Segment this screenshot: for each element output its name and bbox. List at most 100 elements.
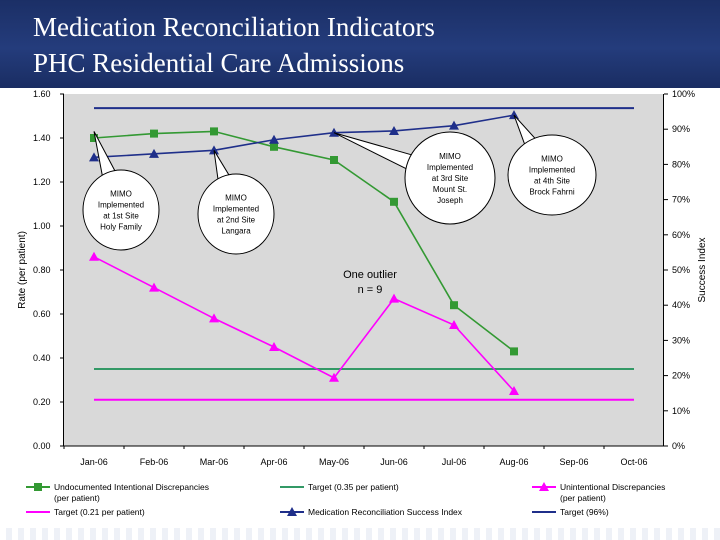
callout-4th-site: MIMO Implemented at 4th Site Brock Fahrni	[507, 114, 597, 216]
callout-bubble	[82, 169, 160, 251]
data-point-series-2	[449, 320, 459, 329]
x-tick-label: Aug-06	[499, 457, 528, 467]
right-tick-label: 60%	[672, 230, 690, 240]
data-point-series-2	[89, 251, 99, 261]
data-point-series-2	[269, 342, 279, 351]
left-tick-label: 1.00	[33, 221, 51, 231]
legend-entry-5: Target (96%)	[532, 507, 609, 517]
x-tick-label: Jun-06	[380, 457, 408, 467]
x-tick-label: Feb-06	[140, 457, 169, 467]
chart-title-line-2: PHC Residential Care Admissions	[33, 48, 405, 78]
callout-text-line: at 3rd Site	[432, 174, 469, 183]
footer-stripe	[0, 528, 720, 540]
x-tick-label: Mar-06	[200, 457, 229, 467]
callout-3rd-site: MIMO Implemented at 3rd Site Mount St. Josep…	[333, 131, 496, 225]
legend-label: Medication Reconciliation Success Index	[308, 507, 463, 517]
data-point-series-0	[210, 127, 218, 136]
legend-label-line-2: (per patient)	[560, 493, 606, 503]
legend-label: Undocumented Intentional Discrepancies	[54, 482, 209, 492]
outlier-note-line: One outlier	[343, 269, 397, 281]
data-point-series-0	[90, 134, 98, 142]
x-tick-label: Oct-06	[620, 457, 647, 467]
callout-1st-site: MIMO Implemented at 1st Site Holy Family	[82, 131, 160, 251]
x-tick-label: Sep-06	[559, 457, 588, 467]
legend-label: Target (0.21 per patient)	[54, 507, 145, 517]
data-point-series-4	[449, 120, 459, 130]
y2-axis-title: Success Index	[697, 237, 708, 302]
data-point-series-4	[149, 148, 159, 158]
right-tick-label: 100%	[672, 89, 695, 99]
data-point-series-4	[509, 110, 519, 120]
callout-text-line: Brock Fahrni	[529, 188, 575, 197]
legend-swatch-marker	[287, 507, 297, 516]
series-line-0	[93, 130, 515, 353]
right-tick-label: 90%	[672, 124, 690, 134]
data-point-series-0	[450, 301, 458, 310]
callout-seam	[221, 185, 236, 194]
data-point-series-0	[330, 156, 338, 164]
right-tick-label: 30%	[672, 335, 690, 345]
right-tick-label: 10%	[672, 406, 690, 416]
legend-entry-0: Undocumented Intentional Discrepancies(p…	[26, 482, 209, 503]
legend-label: Target (0.35 per patient)	[308, 482, 399, 492]
data-point-series-4	[89, 152, 99, 162]
callout-text-line: Implemented	[529, 166, 575, 175]
callout-text-line: Langara	[221, 227, 251, 236]
data-point-series-2	[209, 313, 219, 323]
callout-text-line: MIMO	[225, 194, 247, 203]
data-point-series-4	[389, 125, 399, 135]
data-point-series-2	[149, 282, 159, 292]
chart-title-line-1: Medication Reconciliation Indicators	[33, 12, 435, 42]
callout-text-line: MIMO	[439, 152, 461, 161]
callout-text-line: at 4th Site	[534, 177, 571, 186]
legend-entry-3: Target (0.21 per patient)	[26, 507, 145, 517]
data-point-series-4	[269, 134, 279, 144]
legend-entry-1: Target (0.35 per patient)	[280, 482, 399, 492]
callout-text-line: Mount St.	[433, 185, 467, 194]
callout-seam	[531, 149, 545, 159]
title-banner: Medication Reconciliation Indicators PHC…	[0, 0, 720, 88]
legend-label: Target (96%)	[560, 507, 609, 517]
callout-text-line: MIMO	[541, 155, 563, 164]
chart-area	[0, 88, 720, 524]
left-tick-label: 1.20	[33, 177, 51, 187]
data-point-series-0	[270, 142, 278, 151]
left-tick-label: 0.00	[33, 441, 51, 451]
callout-text-line: at 2nd Site	[217, 216, 256, 225]
right-tick-label: 50%	[672, 265, 690, 275]
callout-2nd-site: MIMO Implemented at 2nd Site Langara	[197, 150, 275, 255]
x-tick-label: Jan-06	[80, 457, 108, 467]
callout-text-line: Holy Family	[100, 223, 142, 232]
left-tick-label: 1.60	[33, 89, 51, 99]
left-tick-label: 0.60	[33, 309, 51, 319]
data-point-series-2	[329, 372, 339, 382]
x-tick-label: May-06	[319, 457, 349, 467]
legend-label-line-2: (per patient)	[54, 493, 100, 503]
y-axis-title: Rate (per patient)	[17, 231, 28, 309]
left-tick-label: 0.20	[33, 397, 51, 407]
series-line-4	[93, 114, 515, 159]
x-tick-label: Apr-06	[260, 457, 287, 467]
right-tick-label: 70%	[672, 195, 690, 205]
legend-label: Unintentional Discrepancies	[560, 482, 665, 492]
legend-entry-4: Medication Reconciliation Success Index	[280, 507, 463, 517]
right-tick-label: 20%	[672, 371, 690, 381]
legend-swatch-marker	[34, 483, 42, 491]
data-point-series-4	[209, 145, 219, 155]
callout-bubble	[507, 134, 597, 216]
left-tick-label: 0.40	[33, 353, 51, 363]
callout-text-line: Implemented	[213, 205, 259, 214]
callout-text-line: MIMO	[110, 190, 132, 199]
callout-text-line: Joseph	[437, 196, 463, 205]
left-tick-label: 1.40	[33, 133, 51, 143]
callout-seam	[106, 181, 121, 190]
callout-bubble	[197, 173, 275, 255]
right-tick-label: 40%	[672, 300, 690, 310]
outlier-note-line: n = 9	[358, 284, 383, 296]
x-tick-label: Jul-06	[442, 457, 467, 467]
callout-text-line: Implemented	[427, 163, 473, 172]
callout-text-line: at 1st Site	[103, 212, 139, 221]
legend-entry-2: Unintentional Discrepancies(per patient)	[532, 482, 665, 503]
legend-swatch-marker	[539, 482, 549, 491]
